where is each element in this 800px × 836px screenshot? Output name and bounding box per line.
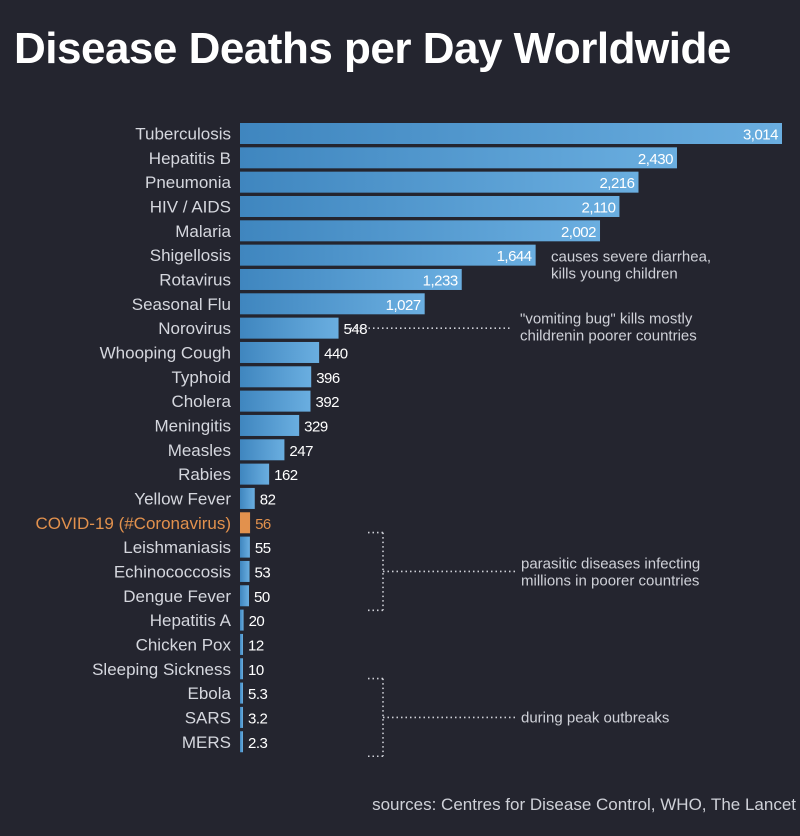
- category-label-whooping-cough: Whooping Cough: [100, 343, 231, 362]
- bar-leishmaniasis: [240, 536, 250, 558]
- bar-shigellosis: [240, 244, 536, 266]
- annotation-parasitic-line-2: millions in poorer countries: [521, 572, 699, 589]
- value-label-tuberculosis: 3,014: [743, 127, 778, 144]
- value-label-leishmaniasis: 55: [255, 540, 271, 557]
- bar-hiv-aids: [240, 195, 620, 217]
- value-label-malaria: 2,002: [561, 224, 596, 241]
- category-label-hepatitis-a: Hepatitis A: [150, 611, 232, 630]
- bar-norovirus: [240, 317, 339, 339]
- bar-rotavirus: [240, 268, 462, 290]
- value-label-covid-19-coronavirus: 56: [255, 516, 271, 533]
- chart-title: Disease Deaths per Day Worldwide: [14, 24, 731, 73]
- category-label-typhoid: Typhoid: [171, 368, 231, 387]
- category-label-malaria: Malaria: [175, 222, 231, 241]
- category-label-rabies: Rabies: [178, 465, 231, 484]
- value-label-rotavirus: 1,233: [423, 272, 458, 289]
- category-label-chicken-pox: Chicken Pox: [136, 635, 232, 654]
- category-label-cholera: Cholera: [171, 392, 231, 411]
- bar-sars: [240, 706, 243, 728]
- category-label-yellow-fever: Yellow Fever: [134, 489, 231, 508]
- category-label-shigellosis: Shigellosis: [150, 246, 231, 265]
- category-label-norovirus: Norovirus: [158, 319, 231, 338]
- bar-covid-19-coronavirus: [240, 512, 251, 534]
- bar-malaria: [240, 220, 601, 242]
- bar-echinococcosis: [240, 560, 250, 582]
- annotation-shigellosis-line-2: kills young children: [551, 266, 678, 283]
- bar-yellow-fever: [240, 487, 255, 509]
- value-label-pneumonia: 2,216: [599, 175, 634, 192]
- value-label-hepatitis-a: 20: [249, 613, 265, 630]
- value-label-ebola: 5.3: [248, 686, 268, 703]
- bar-cholera: [240, 390, 311, 412]
- category-label-dengue-fever: Dengue Fever: [123, 587, 231, 606]
- bar-rabies: [240, 463, 270, 485]
- value-label-whooping-cough: 440: [324, 345, 348, 362]
- category-label-sleeping-sickness: Sleeping Sickness: [92, 660, 231, 679]
- category-label-rotavirus: Rotavirus: [159, 270, 231, 289]
- sources-note: sources: Centres for Disease Control, WH…: [372, 795, 796, 814]
- value-label-norovirus: 548: [344, 321, 368, 338]
- category-label-tuberculosis: Tuberculosis: [135, 125, 231, 144]
- annotation-norovirus-line-2: childrenin poorer countries: [520, 328, 697, 345]
- value-label-sleeping-sickness: 10: [248, 662, 264, 679]
- category-label-ebola: Ebola: [188, 684, 232, 703]
- bar-whooping-cough: [240, 341, 320, 363]
- bar-ebola: [240, 682, 243, 704]
- value-label-meningitis: 329: [304, 418, 328, 435]
- bar-meningitis: [240, 414, 300, 436]
- value-label-hiv-aids: 2,110: [581, 199, 615, 216]
- value-label-mers: 2.3: [248, 735, 268, 752]
- bar-mers: [240, 731, 243, 753]
- value-label-sars: 3.2: [248, 710, 268, 727]
- category-label-sars: SARS: [185, 708, 231, 727]
- bar-typhoid: [240, 366, 312, 388]
- value-label-cholera: 392: [315, 394, 339, 411]
- category-label-mers: MERS: [182, 733, 231, 752]
- bar-sleeping-sickness: [240, 658, 243, 680]
- value-label-echinococcosis: 53: [255, 564, 271, 581]
- bar-hepatitis-a: [240, 609, 244, 631]
- category-label-meningitis: Meningitis: [154, 416, 231, 435]
- category-label-seasonal-flu: Seasonal Flu: [132, 295, 231, 314]
- bar-measles: [240, 439, 285, 461]
- annotation-outbreaks-line-1: during peak outbreaks: [521, 709, 669, 726]
- bar-dengue-fever: [240, 585, 249, 607]
- category-label-measles: Measles: [168, 441, 231, 460]
- value-label-seasonal-flu: 1,027: [386, 297, 421, 314]
- bar-seasonal-flu: [240, 293, 425, 315]
- value-label-hepatitis-b: 2,430: [638, 151, 673, 168]
- annotation-shigellosis-line-1: causes severe diarrhea,: [551, 249, 711, 266]
- value-label-rabies: 162: [274, 467, 298, 484]
- category-label-pneumonia: Pneumonia: [145, 173, 232, 192]
- bar-tuberculosis: [240, 123, 782, 144]
- category-label-covid-19-coronavirus: COVID-19 (#Coronavirus): [35, 514, 231, 533]
- value-label-yellow-fever: 82: [260, 491, 276, 508]
- value-label-measles: 247: [289, 443, 313, 460]
- value-label-chicken-pox: 12: [248, 637, 264, 654]
- annotation-parasitic-line-1: parasitic diseases infecting: [521, 555, 700, 572]
- bar-hepatitis-b: [240, 147, 677, 169]
- bar-pneumonia: [240, 171, 639, 193]
- value-label-typhoid: 396: [316, 370, 340, 387]
- category-label-echinococcosis: Echinococcosis: [114, 562, 231, 581]
- annotation-norovirus-line-1: "vomiting bug" kills mostly: [520, 311, 693, 328]
- category-label-hepatitis-b: Hepatitis B: [149, 149, 231, 168]
- value-label-shigellosis: 1,644: [497, 248, 532, 265]
- value-label-dengue-fever: 50: [254, 589, 270, 606]
- category-label-leishmaniasis: Leishmaniasis: [123, 538, 231, 557]
- category-label-hiv-aids: HIV / AIDS: [150, 197, 231, 216]
- bar-chicken-pox: [240, 633, 243, 655]
